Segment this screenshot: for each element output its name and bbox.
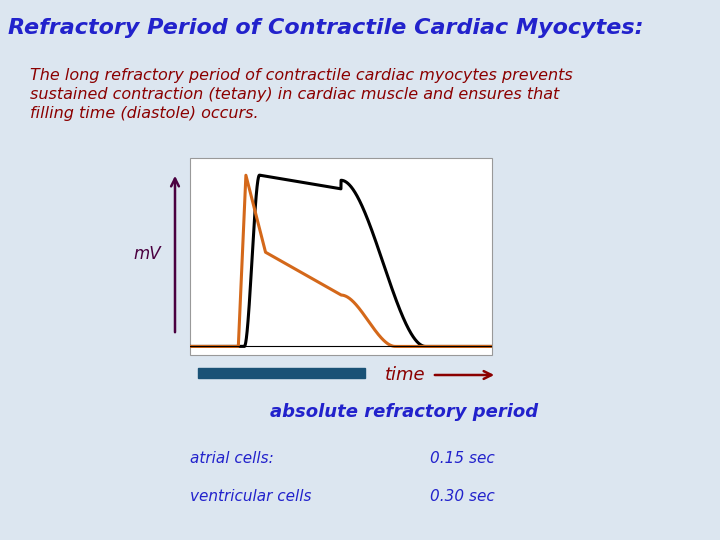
Text: filling time (diastole) occurs.: filling time (diastole) occurs. [30,106,258,121]
Text: sustained contraction (tetany) in cardiac muscle and ensures that: sustained contraction (tetany) in cardia… [30,87,559,102]
Text: The long refractory period of contractile cardiac myocytes prevents: The long refractory period of contractil… [30,68,572,83]
Text: Refractory Period of Contractile Cardiac Myocytes:: Refractory Period of Contractile Cardiac… [8,18,644,38]
Text: 0.15 sec: 0.15 sec [430,451,495,466]
Text: time: time [385,366,426,384]
Text: atrial cells:: atrial cells: [190,451,274,466]
Text: absolute refractory period: absolute refractory period [270,403,538,421]
Text: 0.30 sec: 0.30 sec [430,489,495,504]
Text: ventricular cells: ventricular cells [190,489,312,504]
Bar [198,368,365,378]
Bar [190,158,492,355]
Text: mV: mV [133,245,161,263]
